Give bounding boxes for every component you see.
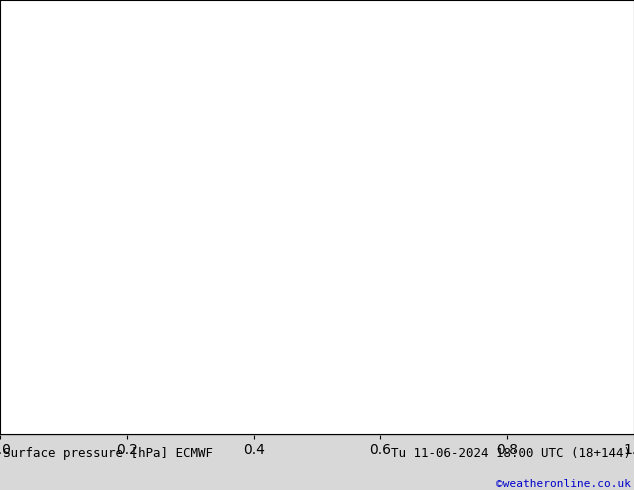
Text: ©weatheronline.co.uk: ©weatheronline.co.uk — [496, 479, 631, 490]
Text: Tu 11-06-2024 18:00 UTC (18+144): Tu 11-06-2024 18:00 UTC (18+144) — [391, 447, 631, 460]
Text: Surface pressure [hPa] ECMWF: Surface pressure [hPa] ECMWF — [3, 447, 213, 460]
